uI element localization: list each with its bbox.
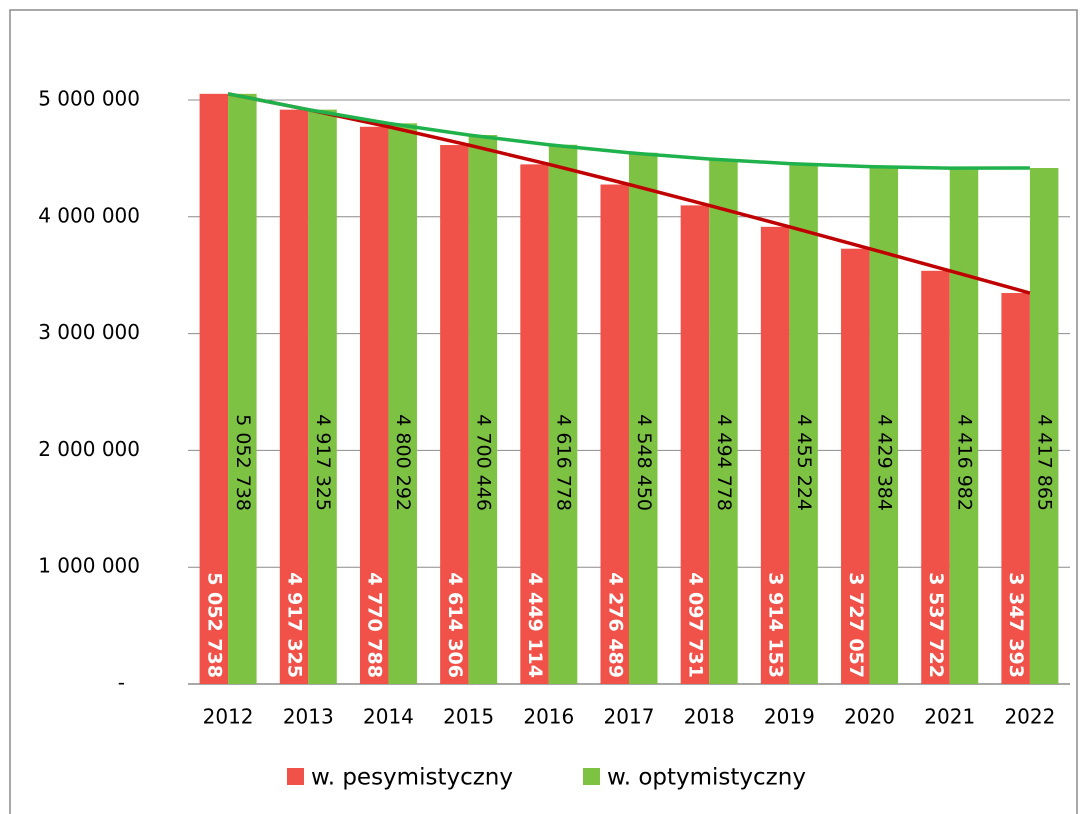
data-label: 5 052 738 [232, 414, 254, 511]
bar [600, 184, 629, 684]
data-label: 4 614 306 [444, 572, 466, 678]
data-label: 4 800 292 [392, 414, 414, 511]
x-tick-label: 2021 [924, 705, 975, 729]
x-tick-label: 2013 [283, 705, 334, 729]
x-tick-label: 2016 [523, 705, 574, 729]
data-label: 4 700 446 [472, 414, 494, 511]
y-tick-label: - [118, 671, 125, 695]
data-label: 3 347 393 [1005, 572, 1027, 678]
data-label: 4 917 325 [312, 414, 334, 511]
data-label: 4 276 489 [604, 572, 626, 678]
data-label: 4 455 224 [793, 414, 815, 511]
x-tick-label: 2017 [604, 705, 655, 729]
y-tick-label: 2 000 000 [38, 437, 140, 461]
data-label: 3 727 057 [845, 572, 867, 678]
bar [841, 248, 870, 684]
data-label: 4 429 384 [873, 414, 895, 511]
data-label: 3 537 722 [925, 572, 947, 678]
data-label: 5 052 738 [203, 572, 225, 678]
x-tick-label: 2012 [203, 705, 254, 729]
bar [520, 164, 549, 684]
legend-swatch [583, 768, 600, 785]
bar [468, 134, 498, 684]
x-tick-label: 2019 [764, 705, 815, 729]
bar [760, 226, 790, 684]
bar [680, 205, 710, 685]
bar [789, 163, 818, 685]
y-tick-label: 1 000 000 [38, 554, 140, 578]
bar [709, 159, 738, 684]
data-label: 4 917 325 [284, 572, 306, 678]
legend-label: w. pesymistyczny [311, 765, 513, 791]
bar [949, 168, 979, 684]
bar [199, 93, 229, 684]
bar [548, 144, 578, 685]
bar [440, 145, 469, 684]
x-tick-label: 2020 [844, 705, 895, 729]
trend-line [227, 92, 1030, 170]
x-tick-label: 2022 [1004, 705, 1055, 729]
data-label: 4 616 778 [553, 414, 575, 511]
bar [1001, 293, 1030, 684]
legend-label: w. optymistyczny [607, 765, 806, 791]
y-tick-label: 3 000 000 [38, 320, 140, 344]
bar [921, 270, 950, 684]
bar [359, 126, 389, 684]
legend-swatch [287, 768, 304, 785]
bar [388, 123, 417, 684]
data-label: 4 548 450 [633, 414, 655, 511]
data-label: 4 416 982 [953, 414, 975, 511]
bar [629, 152, 658, 685]
data-label: 4 417 865 [1034, 414, 1056, 511]
data-label: 4 449 114 [524, 572, 546, 678]
trend-line [227, 92, 1031, 295]
data-label: 4 770 788 [364, 572, 386, 678]
y-tick-label: 5 000 000 [38, 87, 140, 111]
bar [308, 109, 337, 685]
x-tick-label: 2015 [443, 705, 494, 729]
data-label: 3 914 153 [765, 572, 787, 678]
bar [279, 109, 309, 685]
bar [1029, 167, 1059, 685]
x-tick-label: 2014 [363, 705, 414, 729]
x-tick-label: 2018 [684, 705, 735, 729]
bar [228, 93, 257, 684]
data-label: 4 097 731 [684, 572, 706, 678]
data-label: 4 494 778 [713, 414, 735, 511]
y-tick-label: 4 000 000 [38, 203, 140, 227]
